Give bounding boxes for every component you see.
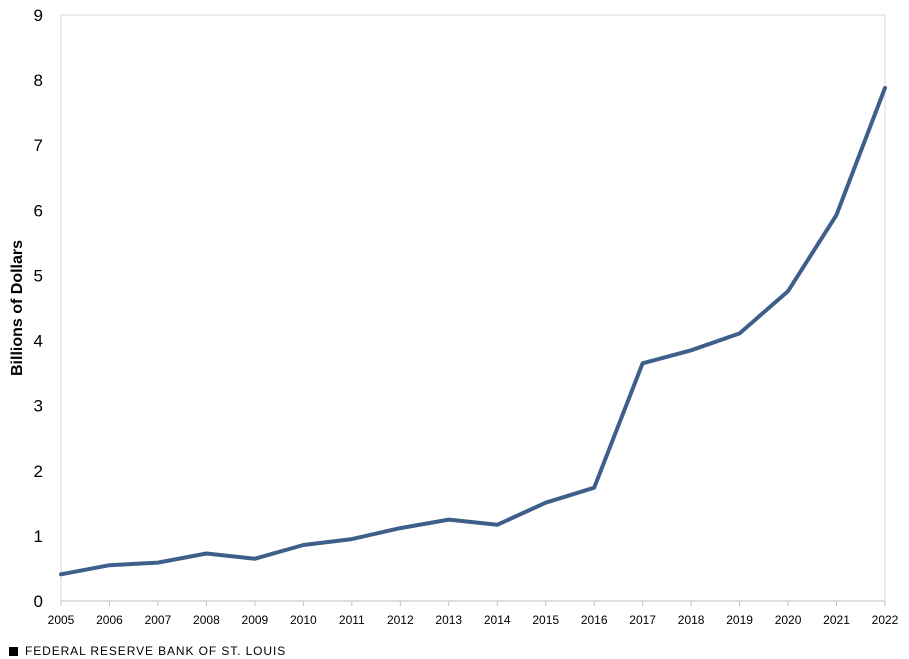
data-point <box>835 213 839 217</box>
y-tick-label: 5 <box>34 266 43 285</box>
x-tick-label: 2006 <box>96 613 123 627</box>
data-point <box>641 361 645 365</box>
plot-frame <box>60 14 886 602</box>
data-point <box>883 86 887 90</box>
y-tick-label: 0 <box>34 592 43 611</box>
y-tick-label: 3 <box>34 397 43 416</box>
series-layer <box>59 85 887 577</box>
data-point <box>447 518 451 522</box>
square-icon <box>9 646 18 656</box>
data-point <box>592 486 596 490</box>
x-axis-ticks: 2005 2006 2007 2008 2009 2010 2011 2012 2013 2014… <box>48 601 899 627</box>
x-tick-label: 2007 <box>145 613 172 627</box>
data-point <box>689 348 693 352</box>
x-tick-label: 2010 <box>290 613 317 627</box>
x-tick-label: 2016 <box>581 613 608 627</box>
x-tick-label: 2005 <box>48 613 75 627</box>
data-point <box>350 537 354 541</box>
y-tick-label: 8 <box>34 71 43 90</box>
x-tick-label: 2021 <box>823 613 850 627</box>
data-point <box>786 289 790 293</box>
series-line <box>59 85 887 577</box>
x-tick-label: 2022 <box>872 613 899 627</box>
x-tick-label: 2014 <box>484 613 511 627</box>
data-point <box>59 572 63 576</box>
x-tick-label: 2008 <box>193 613 220 627</box>
data-point <box>204 551 208 555</box>
y-tick-label: 6 <box>34 201 43 220</box>
x-tick-label: 2018 <box>678 613 705 627</box>
data-point <box>156 561 160 565</box>
y-axis-ticks: 0 1 2 3 4 5 6 7 8 9 <box>34 6 43 611</box>
data-point <box>253 557 257 561</box>
source-text: FEDERAL RESERVE BANK OF ST. LOUIS <box>25 644 287 658</box>
data-point <box>301 543 305 547</box>
y-tick-label: 7 <box>34 136 43 155</box>
x-tick-label: 2020 <box>775 613 802 627</box>
y-axis-label: Billions of Dollars <box>9 240 26 376</box>
data-point <box>738 331 742 335</box>
data-point <box>544 501 548 505</box>
data-point <box>495 523 499 527</box>
x-tick-label: 2013 <box>435 613 462 627</box>
y-tick-label: 2 <box>34 462 43 481</box>
y-tick-label: 1 <box>34 527 43 546</box>
plot-border <box>60 14 886 602</box>
x-tick-label: 2017 <box>629 613 656 627</box>
data-point <box>107 563 111 567</box>
x-tick-label: 2009 <box>242 613 269 627</box>
x-tick-label: 2019 <box>726 613 753 627</box>
x-tick-label: 2015 <box>532 613 559 627</box>
x-tick-label: 2012 <box>387 613 414 627</box>
data-point <box>398 526 402 530</box>
source-footer: FEDERAL RESERVE BANK OF ST. LOUIS <box>9 643 286 659</box>
y-tick-label: 4 <box>34 332 43 351</box>
y-tick-label: 9 <box>34 6 43 25</box>
x-tick-label: 2011 <box>339 613 365 627</box>
